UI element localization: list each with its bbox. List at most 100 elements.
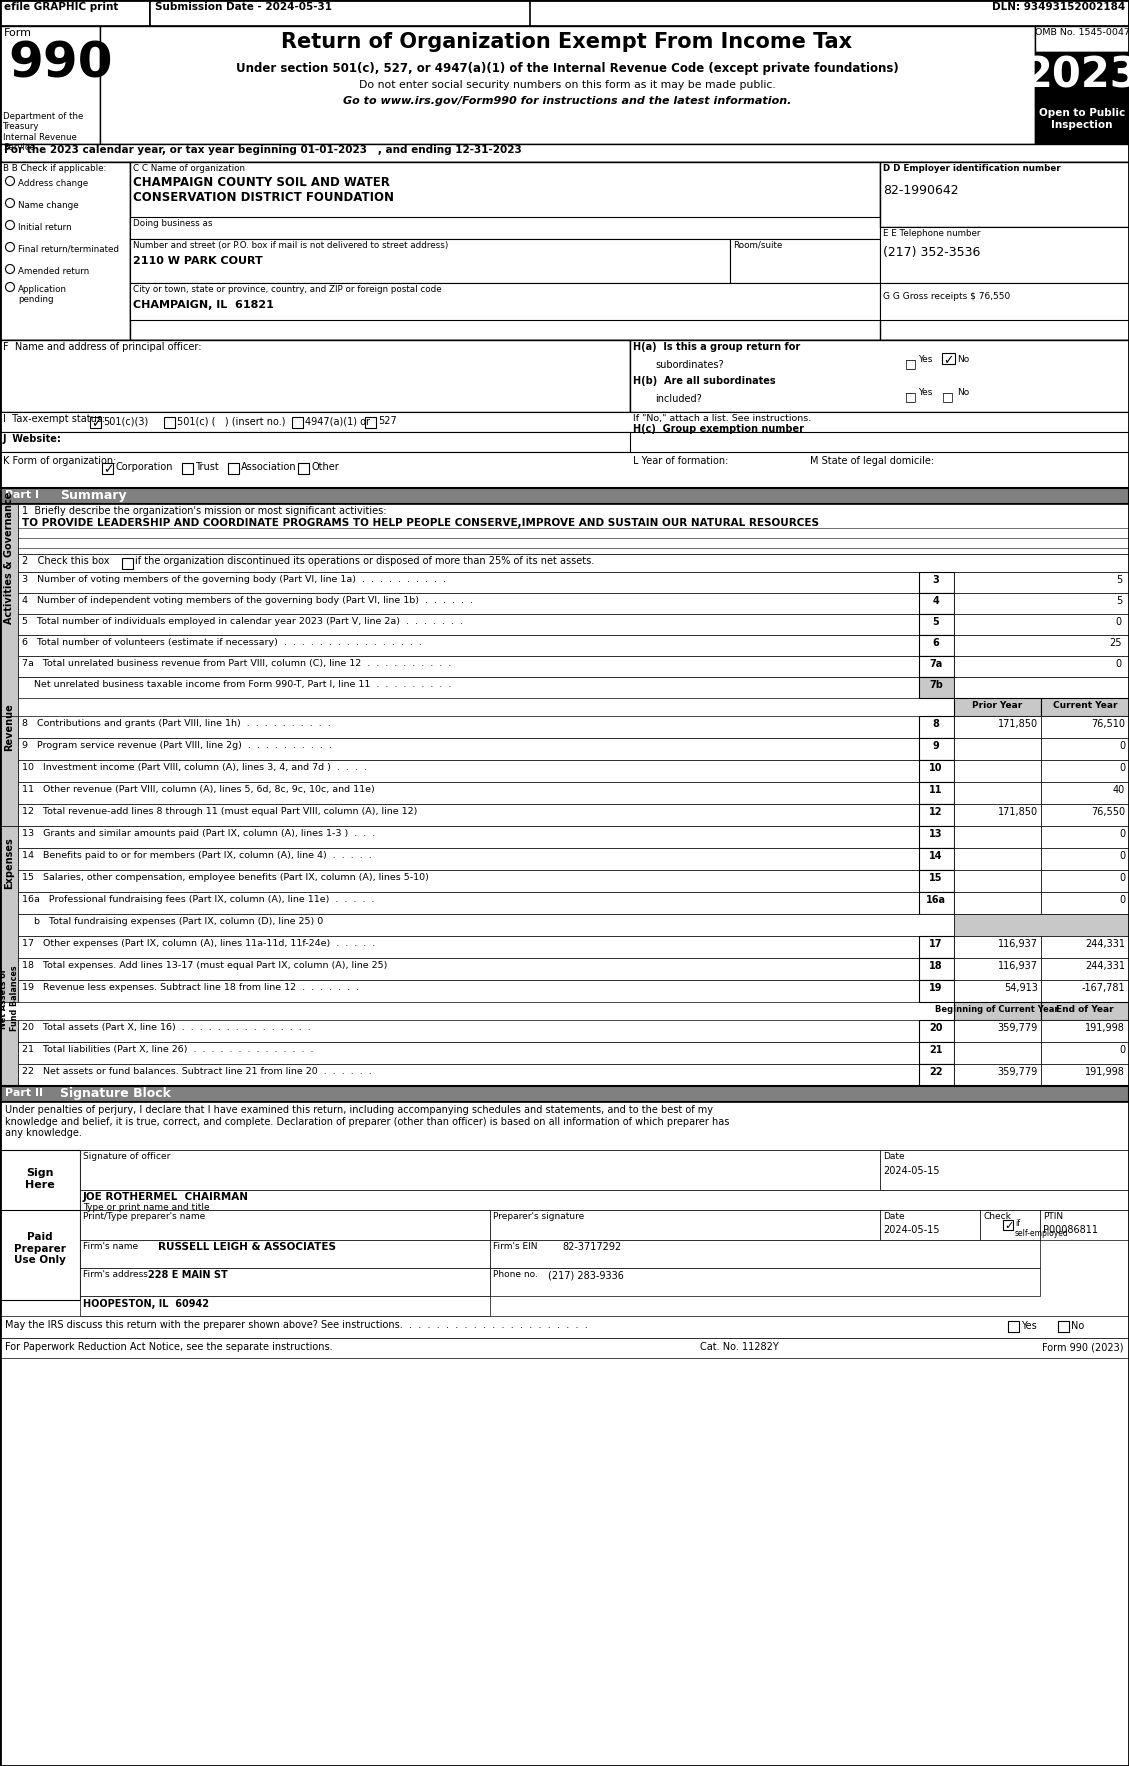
Text: 171,850: 171,850 [998, 807, 1038, 818]
Text: Revenue: Revenue [5, 703, 14, 751]
Text: 12: 12 [929, 807, 943, 818]
Text: Expenses: Expenses [5, 837, 14, 888]
Text: 11: 11 [929, 786, 943, 795]
Text: I  Tax-exempt status:: I Tax-exempt status: [3, 413, 105, 424]
Text: 12   Total revenue-add lines 8 through 11 (must equal Part VIII, column (A), lin: 12 Total revenue-add lines 8 through 11 … [21, 807, 418, 816]
Bar [919, 615, 954, 636]
Text: -167,781: -167,781 [1082, 984, 1124, 992]
Bar [0, 162, 1129, 341]
Text: 54,913: 54,913 [1004, 984, 1038, 992]
Bar [1041, 804, 1129, 826]
Bar [18, 1021, 919, 1042]
Bar [919, 826, 954, 848]
Text: Yes: Yes [918, 389, 933, 397]
Bar [919, 676, 954, 698]
Text: City or town, state or province, country, and ZIP or foreign postal code: City or town, state or province, country… [133, 284, 441, 293]
Bar [0, 1021, 18, 1086]
Bar [150, 0, 530, 26]
Text: Print/Type preparer's name: Print/Type preparer's name [84, 1211, 205, 1220]
Text: 527: 527 [378, 417, 396, 426]
Bar [1041, 1021, 1129, 1042]
Text: 9   Program service revenue (Part VIII, line 2g)  .  .  .  .  .  .  .  .  .  .: 9 Program service revenue (Part VIII, li… [21, 742, 332, 751]
Text: ✓: ✓ [943, 353, 954, 367]
Bar [80, 1268, 490, 1296]
Text: 2023: 2023 [1024, 55, 1129, 95]
Text: DLN: 93493152002184: DLN: 93493152002184 [991, 2, 1124, 12]
Bar [1058, 1321, 1069, 1332]
Bar [18, 503, 1129, 555]
Text: 244,331: 244,331 [1085, 940, 1124, 948]
Text: 4947(a)(1) or: 4947(a)(1) or [305, 417, 370, 426]
Bar [980, 1210, 1040, 1240]
Bar [490, 1210, 879, 1240]
Text: Form 990 (2023): Form 990 (2023) [1042, 1342, 1124, 1353]
Bar [0, 341, 1129, 411]
Text: No: No [957, 389, 970, 397]
Bar [1041, 980, 1129, 1001]
Bar [130, 217, 879, 238]
Bar [1040, 1210, 1129, 1240]
Text: 19: 19 [929, 984, 943, 992]
Text: ✓: ✓ [1004, 1220, 1014, 1231]
Bar [954, 572, 1129, 593]
Text: □: □ [905, 390, 917, 403]
Bar [919, 1042, 954, 1063]
Text: Firm's address: Firm's address [84, 1270, 148, 1279]
Bar [919, 636, 954, 655]
Text: 20: 20 [929, 1023, 943, 1033]
Bar [919, 715, 954, 738]
Bar [0, 341, 630, 411]
Bar [919, 892, 954, 915]
Bar [18, 957, 919, 980]
Bar [18, 615, 919, 636]
Text: Department of the
Treasury
Internal Revenue
Service: Department of the Treasury Internal Reve… [3, 111, 84, 152]
Bar [919, 804, 954, 826]
Text: Under penalties of perjury, I declare that I have examined this return, includin: Under penalties of perjury, I declare th… [5, 1106, 729, 1139]
Bar [0, 433, 630, 452]
Text: If "No," attach a list. See instructions.: If "No," attach a list. See instructions… [633, 413, 812, 424]
Bar [0, 715, 18, 826]
Text: Do not enter social security numbers on this form as it may be made public.: Do not enter social security numbers on … [359, 79, 776, 90]
Text: 0: 0 [1119, 828, 1124, 839]
Bar [954, 936, 1041, 957]
Bar [0, 0, 150, 26]
Bar [1041, 715, 1129, 738]
Text: 501(c)(3): 501(c)(3) [103, 417, 148, 426]
Text: 16a   Professional fundraising fees (Part IX, column (A), line 11e)  .  .  .  . : 16a Professional fundraising fees (Part … [21, 895, 375, 904]
Bar [18, 980, 919, 1001]
Text: Firm's EIN: Firm's EIN [493, 1241, 537, 1250]
Text: 14: 14 [929, 851, 943, 862]
Text: F  Name and address of principal officer:: F Name and address of principal officer: [3, 343, 201, 351]
Text: (217) 283-9336: (217) 283-9336 [548, 1270, 624, 1280]
Text: Doing business as: Doing business as [133, 219, 212, 228]
Text: Open to Public
Inspection: Open to Public Inspection [1039, 108, 1126, 129]
Text: 1  Briefly describe the organization's mission or most significant activities:: 1 Briefly describe the organization's mi… [21, 507, 386, 516]
Text: 22   Net assets or fund balances. Subtract line 21 from line 20  .  .  .  .  .  : 22 Net assets or fund balances. Subtract… [21, 1067, 371, 1075]
Text: Part I: Part I [5, 489, 40, 500]
Bar [18, 1063, 919, 1086]
Bar [954, 698, 1041, 715]
Text: ✓: ✓ [91, 417, 102, 429]
Text: Beginning of Current Year: Beginning of Current Year [935, 1005, 1059, 1014]
Text: 3: 3 [933, 576, 939, 585]
Bar [954, 1001, 1041, 1021]
Bar [18, 848, 919, 871]
Text: Activities & Governance: Activities & Governance [5, 491, 14, 623]
Bar [0, 487, 1129, 503]
Text: Under section 501(c), 527, or 4947(a)(1) of the Internal Revenue Code (except pr: Under section 501(c), 527, or 4947(a)(1)… [236, 62, 899, 74]
Bar [0, 1086, 1129, 1102]
Text: RUSSELL LEIGH & ASSOCIATES: RUSSELL LEIGH & ASSOCIATES [158, 1241, 336, 1252]
Text: 19   Revenue less expenses. Subtract line 18 from line 12  .  .  .  .  .  .  .: 19 Revenue less expenses. Subtract line … [21, 984, 359, 992]
Bar [18, 715, 919, 738]
Bar [490, 1240, 1040, 1268]
Text: May the IRS discuss this return with the preparer shown above? See instructions.: May the IRS discuss this return with the… [5, 1319, 588, 1330]
Bar [18, 555, 1129, 572]
Text: 20   Total assets (Part X, line 16)  .  .  .  .  .  .  .  .  .  .  .  .  .  .  .: 20 Total assets (Part X, line 16) . . . … [21, 1023, 310, 1031]
Bar [130, 283, 879, 320]
Text: H(b)  Are all subordinates: H(b) Are all subordinates [633, 376, 776, 387]
Text: Yes: Yes [918, 355, 933, 364]
Text: HOOPESTON, IL  60942: HOOPESTON, IL 60942 [84, 1300, 209, 1309]
Bar [18, 593, 919, 615]
Text: 6   Total number of volunteers (estimate if necessary)  .  .  .  .  .  .  .  .  : 6 Total number of volunteers (estimate i… [21, 638, 422, 646]
Bar [954, 957, 1041, 980]
